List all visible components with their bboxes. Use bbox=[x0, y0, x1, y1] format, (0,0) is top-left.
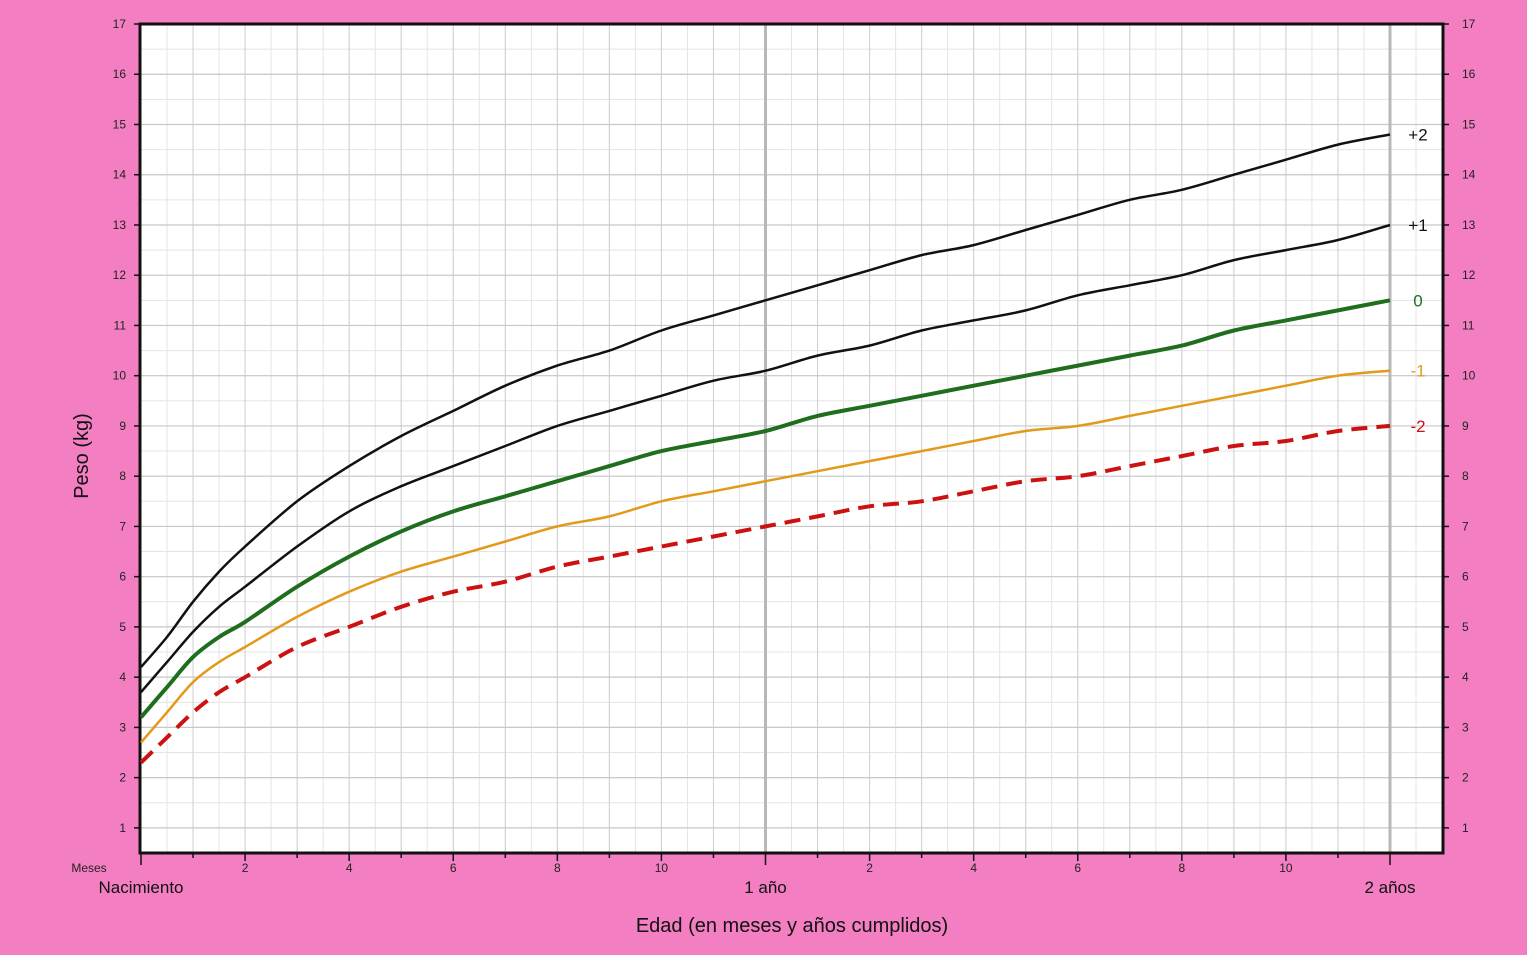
y-tick-label-right: 16 bbox=[1462, 67, 1476, 81]
plot-frame bbox=[138, 22, 1445, 855]
y-tick-label-left: 3 bbox=[119, 720, 126, 734]
y-tick-label-left: 2 bbox=[119, 771, 126, 785]
x-tick-label: 6 bbox=[1074, 861, 1081, 875]
x-tick-label: 4 bbox=[970, 861, 977, 875]
x-tick-label: 4 bbox=[346, 861, 353, 875]
y-tick-label-right: 4 bbox=[1462, 670, 1469, 684]
y-tick-label-right: 15 bbox=[1462, 117, 1476, 131]
x-tick-label: 8 bbox=[1178, 861, 1185, 875]
y-tick-label-left: 4 bbox=[119, 670, 126, 684]
x-year-label: 1 año bbox=[744, 878, 787, 897]
y-tick-label-right: 7 bbox=[1462, 519, 1469, 533]
x-unit-label: Meses bbox=[71, 861, 106, 875]
y-tick-label-right: 3 bbox=[1462, 720, 1469, 734]
x-year-label: 2 años bbox=[1364, 878, 1415, 897]
y-tick-label-right: 2 bbox=[1462, 771, 1469, 785]
x-tick-label: 10 bbox=[1279, 861, 1293, 875]
series-line-0 bbox=[139, 298, 1391, 719]
y-tick-label-left: 13 bbox=[113, 218, 127, 232]
y-tick-label-right: 13 bbox=[1462, 218, 1476, 232]
y-tick-label-left: 1 bbox=[119, 821, 126, 835]
y-tick-label-right: 11 bbox=[1462, 318, 1475, 332]
y-tick-label-right: 5 bbox=[1462, 620, 1469, 634]
series-label: 0 bbox=[1413, 291, 1422, 310]
y-tick-label-right: 17 bbox=[1462, 17, 1476, 31]
y-tick-label-right: 8 bbox=[1462, 469, 1469, 483]
x-axis-label: Edad (en meses y años cumplidos) bbox=[636, 915, 948, 937]
x-tick-label: 8 bbox=[554, 861, 561, 875]
y-axis-label: Peso (kg) bbox=[71, 413, 93, 499]
y-tick-label-left: 8 bbox=[119, 469, 126, 483]
y-tick-label-left: 11 bbox=[114, 318, 127, 332]
series-label: +2 bbox=[1408, 126, 1427, 145]
y-tick-label-right: 12 bbox=[1462, 268, 1476, 282]
series-line-plus2 bbox=[140, 133, 1391, 668]
y-tick-label-left: 9 bbox=[119, 419, 126, 433]
y-tick-label-left: 12 bbox=[113, 268, 127, 282]
y-tick-label-left: 16 bbox=[113, 67, 127, 81]
y-tick-label-right: 6 bbox=[1462, 570, 1469, 584]
y-tick-label-right: 14 bbox=[1462, 168, 1476, 182]
x-year-label: Nacimiento bbox=[98, 878, 183, 897]
y-tick-label-left: 5 bbox=[119, 620, 126, 634]
y-tick-label-right: 1 bbox=[1462, 821, 1469, 835]
x-tick-label: 2 bbox=[866, 861, 873, 875]
series-line-minus2 bbox=[139, 423, 1391, 765]
y-tick-label-left: 15 bbox=[113, 117, 127, 131]
y-tick-label-left: 6 bbox=[119, 570, 126, 584]
series-label: +1 bbox=[1408, 216, 1427, 235]
y-tick-label-left: 14 bbox=[113, 168, 127, 182]
y-tick-label-left: 10 bbox=[113, 369, 127, 383]
series-label: -1 bbox=[1410, 362, 1425, 381]
series-label: -2 bbox=[1410, 417, 1425, 436]
y-tick-label-left: 7 bbox=[119, 519, 126, 533]
y-tick-label-right: 9 bbox=[1462, 419, 1469, 433]
y-tick-label-right: 10 bbox=[1462, 369, 1476, 383]
series-line-minus1 bbox=[140, 369, 1391, 744]
x-tick-label: 6 bbox=[450, 861, 457, 875]
x-tick-label: 2 bbox=[242, 861, 249, 875]
series-line-plus1 bbox=[140, 223, 1391, 694]
y-tick-label-left: 17 bbox=[113, 17, 127, 31]
x-tick-label: 10 bbox=[655, 861, 669, 875]
